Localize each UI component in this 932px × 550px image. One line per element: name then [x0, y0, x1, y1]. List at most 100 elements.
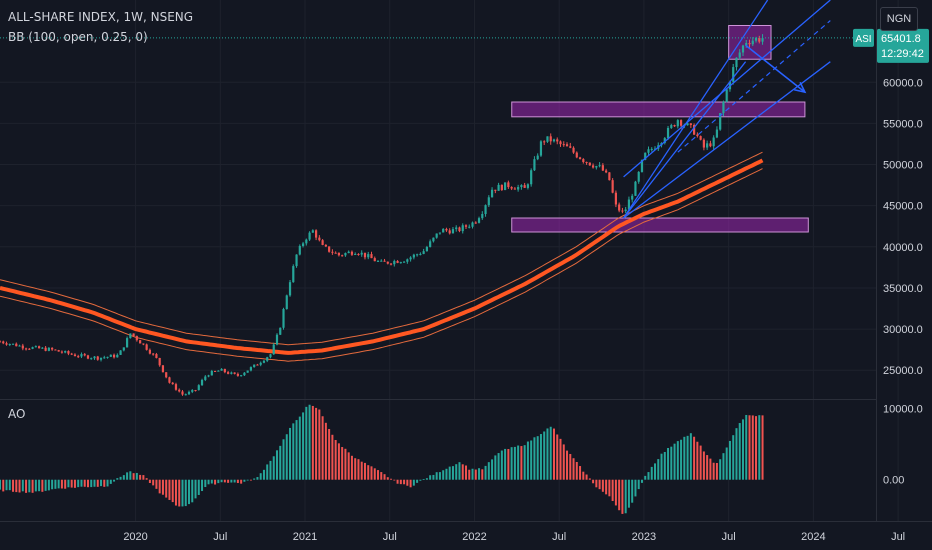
ao-bar	[735, 428, 738, 480]
candle-body	[197, 385, 200, 391]
candle-down	[236, 372, 239, 377]
candle-body	[350, 251, 354, 255]
ao-bar	[311, 405, 314, 480]
candle-up	[292, 264, 295, 283]
ao-bar	[702, 451, 705, 480]
candle-body	[288, 282, 292, 296]
candle-up	[416, 253, 419, 257]
candle-up	[468, 224, 471, 229]
median-dashed-line-1	[677, 20, 831, 153]
ao-bar	[188, 479, 191, 505]
candle-body	[699, 136, 702, 140]
candle-body	[269, 354, 272, 358]
candle-down	[510, 186, 513, 191]
ao-bar	[755, 416, 758, 480]
ao-bar	[491, 459, 494, 480]
candle-body	[31, 347, 34, 349]
ao-bar	[536, 436, 539, 480]
candle-body	[552, 139, 556, 142]
candle-up	[354, 252, 357, 256]
candle-body	[409, 257, 412, 260]
trend-line-3	[623, 0, 831, 178]
ao-bar	[191, 479, 194, 503]
symbol-legend[interactable]: ALL-SHARE INDEX, 1W, NSENG	[8, 10, 194, 24]
ao-bar	[31, 479, 34, 493]
candle-body	[44, 347, 47, 351]
candle-body	[741, 45, 745, 53]
ao-bar	[552, 428, 555, 480]
candle-body	[314, 230, 318, 238]
time-tick-label: 2022	[462, 531, 486, 543]
ao-bar	[670, 446, 673, 480]
candle-down	[0, 340, 2, 343]
candle-up	[490, 187, 494, 198]
candle-body	[533, 159, 536, 171]
candle-down	[383, 258, 386, 262]
candle-body	[523, 185, 526, 188]
candle-body	[474, 222, 477, 224]
candle-body	[500, 184, 503, 191]
candle-down	[314, 229, 318, 241]
ao-bar	[217, 479, 220, 484]
ao-bar	[142, 475, 145, 480]
candle-body	[220, 368, 223, 371]
candle-up	[246, 370, 249, 373]
candle-body	[396, 260, 399, 263]
ao-bar	[148, 479, 151, 483]
ao-bar	[438, 472, 441, 480]
candle-up	[741, 44, 745, 56]
ao-bar	[627, 479, 630, 508]
ao-bar	[585, 474, 588, 480]
ao-bar	[275, 450, 278, 480]
candle-body	[259, 362, 262, 365]
candle-up	[360, 250, 363, 257]
candle-up	[129, 333, 132, 339]
candle-body	[686, 123, 689, 126]
candle-body	[611, 180, 614, 193]
candle-body	[458, 227, 461, 232]
candle-up	[409, 256, 412, 262]
ao-bar	[126, 472, 129, 480]
candle-down	[28, 348, 31, 350]
candle-up	[93, 356, 96, 360]
candle-body	[272, 344, 275, 355]
ao-bar	[575, 461, 578, 480]
candle-down	[693, 123, 696, 136]
ao-bar	[624, 479, 627, 514]
ao-bar	[497, 453, 500, 480]
candle-body	[347, 251, 350, 254]
indicator-legend[interactable]: BB (100, open, 0.25, 0)	[8, 30, 148, 44]
ao-bar	[592, 479, 595, 484]
ao-bar	[572, 458, 575, 480]
candle-body	[601, 165, 604, 171]
candle-down	[77, 354, 80, 359]
candle-down	[699, 135, 702, 141]
ao-bar	[451, 466, 454, 480]
ao-bar	[139, 474, 142, 480]
candle-body	[90, 358, 93, 360]
candle-down	[132, 333, 135, 337]
candle-down	[24, 347, 28, 351]
candle-up	[546, 136, 549, 143]
candle-body	[11, 343, 15, 345]
candle-body	[487, 197, 490, 206]
candle-up	[419, 252, 422, 256]
candle-down	[174, 382, 178, 391]
candle-up	[504, 182, 507, 191]
candle-body	[715, 129, 719, 138]
ao-bar	[621, 479, 624, 514]
ticker-badge	[853, 28, 874, 47]
time-tick-label: Jul	[891, 531, 905, 543]
ao-bar	[204, 479, 207, 488]
candle-down	[389, 262, 393, 266]
candle-up	[298, 244, 301, 256]
candle-up	[210, 369, 213, 376]
candle-up	[279, 327, 282, 336]
candle-up	[715, 126, 719, 139]
candle-up	[220, 368, 223, 371]
ao-bar	[266, 464, 269, 480]
currency-button[interactable]: NGN	[880, 7, 918, 31]
candle-body	[2, 341, 5, 344]
price-badge	[877, 28, 929, 63]
